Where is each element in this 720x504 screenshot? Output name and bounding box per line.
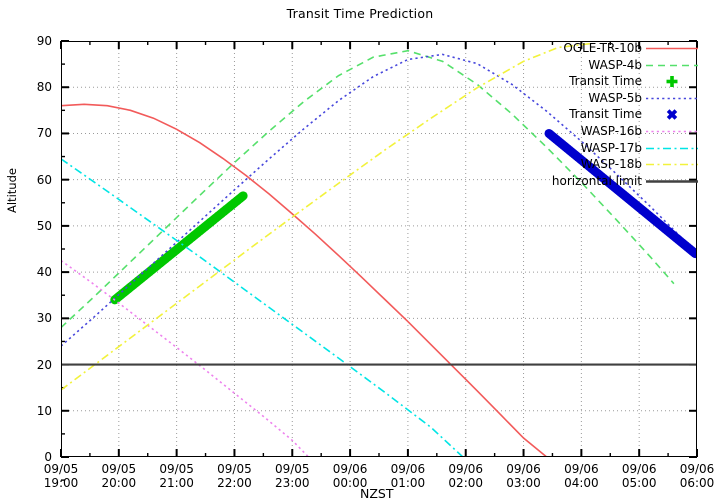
x-tick-date: 09/06 bbox=[564, 462, 599, 476]
x-tick-date: 09/05 bbox=[217, 462, 252, 476]
x-axis-label: NZST bbox=[360, 486, 394, 501]
x-tick-label: 09/06 05:00 bbox=[604, 462, 674, 490]
legend-entry[interactable]: WASP-5b bbox=[500, 90, 700, 107]
y-tick-label: 80 bbox=[36, 80, 52, 95]
legend-label: WASP-4b bbox=[588, 57, 642, 72]
x-tick-label: 09/06 02:00 bbox=[431, 462, 501, 490]
x-tick-date: 09/06 bbox=[506, 462, 541, 476]
x-tick-date: 09/06 bbox=[448, 462, 484, 476]
y-axis-label: Altitude bbox=[5, 168, 19, 213]
x-tick-date: 09/06 bbox=[390, 462, 426, 476]
legend-label: WASP-18b bbox=[580, 157, 642, 172]
x-tick-time: 21:00 bbox=[159, 476, 194, 490]
x-tick-label: 09/05 20:00 bbox=[84, 462, 154, 490]
legend-swatch bbox=[644, 73, 700, 90]
y-tick-label: 50 bbox=[36, 218, 52, 233]
legend-swatch bbox=[644, 57, 700, 74]
x-tick-time: 20:00 bbox=[101, 476, 137, 490]
legend-swatch bbox=[644, 123, 700, 140]
legend-entry[interactable]: OGLE-TR-10b bbox=[500, 40, 700, 57]
legend-label: OGLE-TR-10b bbox=[563, 41, 642, 55]
y-tick-label: 0 bbox=[44, 450, 52, 464]
legend-entry[interactable]: Transit Time bbox=[500, 73, 700, 90]
x-tick-time: 05:00 bbox=[621, 476, 657, 490]
y-tick-label: 20 bbox=[36, 357, 52, 372]
y-tick-label: 60 bbox=[36, 172, 52, 187]
legend-entry[interactable]: horizontal limit bbox=[500, 173, 700, 190]
x-tick-time: 04:00 bbox=[564, 476, 599, 490]
legend-entry[interactable]: WASP-4b bbox=[500, 57, 700, 74]
legend-label: Transit Time bbox=[569, 74, 642, 89]
legend-entry[interactable]: WASP-17b bbox=[500, 140, 700, 157]
legend-swatch bbox=[644, 156, 700, 173]
x-tick-time: 06:00 bbox=[679, 476, 715, 490]
x-tick-date: 09/05 bbox=[101, 462, 137, 476]
x-tick-time: 03:00 bbox=[506, 476, 541, 490]
x-tick-label: 09/05 22:00 bbox=[199, 462, 269, 490]
plot-frame bbox=[61, 41, 697, 457]
legend-label: WASP-17b bbox=[580, 140, 642, 155]
legend-swatch bbox=[644, 40, 700, 57]
x-tick-label: 09/06 00:00 bbox=[315, 462, 385, 490]
x-tick-time: 01:00 bbox=[390, 476, 426, 490]
x-tick-time: 00:00 bbox=[332, 476, 368, 490]
x-tick-label: 09/06 01:00 bbox=[373, 462, 443, 490]
x-tick-label: 09/06 04:00 bbox=[546, 462, 616, 490]
y-tick-label: 30 bbox=[36, 311, 52, 326]
chart-legend: OGLE-TR-10b WASP-4b Transit Time WASP-5b Tra… bbox=[500, 40, 700, 189]
legend-label: WASP-16b bbox=[580, 123, 642, 138]
legend-swatch bbox=[644, 90, 700, 107]
legend-swatch bbox=[644, 106, 700, 123]
x-tick-label: 09/06 03:00 bbox=[489, 462, 559, 490]
y-tick-label: 70 bbox=[36, 126, 52, 141]
legend-entry[interactable]: Transit Time bbox=[500, 106, 700, 123]
legend-label: Transit Time bbox=[569, 107, 642, 122]
x-tick-time: 19:00 bbox=[43, 476, 79, 490]
x-tick-date: 09/05 bbox=[159, 462, 194, 476]
x-tick-label: 09/05 19:00 bbox=[26, 462, 96, 490]
x-tick-date: 09/06 bbox=[679, 462, 715, 476]
x-tick-date: 09/05 bbox=[43, 462, 79, 476]
x-tick-time: 23:00 bbox=[274, 476, 310, 490]
legend-swatch bbox=[644, 140, 700, 157]
x-tick-time: 02:00 bbox=[448, 476, 484, 490]
legend-entry[interactable]: WASP-18b bbox=[500, 156, 700, 173]
legend-label: WASP-5b bbox=[588, 90, 642, 105]
x-tick-date: 09/06 bbox=[621, 462, 657, 476]
x-tick-date: 09/06 bbox=[332, 462, 368, 476]
x-tick-label: 09/05 21:00 bbox=[142, 462, 212, 490]
x-tick-label: 09/06 06:00 bbox=[662, 462, 720, 490]
legend-swatch bbox=[644, 173, 700, 190]
x-tick-date: 09/05 bbox=[274, 462, 310, 476]
y-tick-label: 40 bbox=[36, 265, 52, 280]
y-tick-label: 10 bbox=[36, 403, 52, 418]
y-tick-label: 90 bbox=[36, 34, 52, 48]
legend-entry[interactable]: WASP-16b bbox=[500, 123, 700, 140]
chart-title: Transit Time Prediction bbox=[286, 6, 434, 21]
legend-label: horizontal limit bbox=[551, 173, 642, 188]
x-tick-time: 22:00 bbox=[217, 476, 252, 490]
x-tick-label: 09/05 23:00 bbox=[257, 462, 327, 490]
